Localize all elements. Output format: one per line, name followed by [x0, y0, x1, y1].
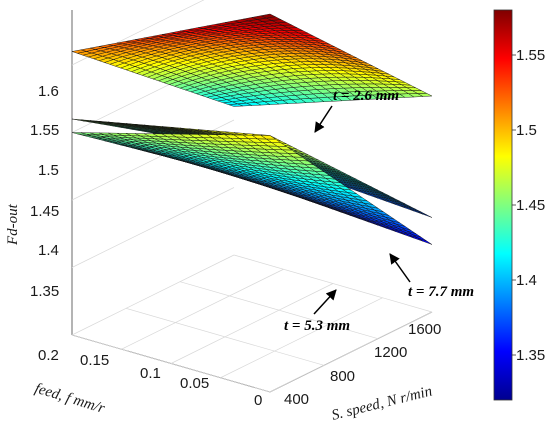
annotations: t = 2.6 mm t = 7.7 mm t = 5.3 mm [284, 88, 474, 334]
z-tick-label: 1.4 [38, 242, 59, 259]
z-tick-label: 1.5 [38, 162, 59, 179]
grid-line [71, 334, 271, 393]
grid-line [71, 254, 235, 336]
surface-patch [260, 135, 277, 140]
x-tick-label: 0.2 [38, 347, 59, 364]
surface-3 [71, 132, 433, 245]
surface-patch [417, 237, 433, 245]
x-tick-label: 0.1 [140, 365, 161, 382]
surface-1 [71, 13, 433, 107]
colorbar-gradient [493, 9, 513, 401]
annotation-label: t = 5.3 mm [284, 318, 350, 334]
grid-line [179, 281, 379, 340]
x-tick-label: 0 [254, 392, 262, 409]
grid-lines [71, 0, 433, 393]
grid-line [121, 268, 284, 350]
colorbar-tick-label: 1.35 [516, 347, 545, 364]
colorbar-tick-label: 1.45 [516, 197, 545, 214]
annotation-arrow [389, 253, 411, 283]
grid-line [233, 254, 433, 313]
y-tick-label: 1600 [408, 321, 441, 338]
surface-patch [260, 13, 277, 19]
x-tick-label: 0.15 [80, 352, 109, 369]
grid-line [220, 297, 383, 379]
grid-line [71, 187, 235, 268]
annotation-label: t = 7.7 mm [408, 284, 474, 300]
y-tick-label: 800 [330, 368, 355, 385]
z-tick-label: 1.6 [38, 83, 59, 100]
x-tick-label: 0.05 [180, 375, 209, 392]
colorbar-tick-label: 1.4 [516, 272, 537, 289]
x-axis-title: feed, f mm/r [33, 381, 107, 417]
annotation-arrow [313, 289, 337, 315]
z-axis-title: Fd-out [5, 203, 21, 246]
annotation-label: t = 2.6 mm [333, 88, 399, 104]
y-tick-label: 1200 [374, 344, 407, 361]
z-tick-label: 1.35 [30, 283, 59, 300]
annotation-arrow [314, 105, 333, 133]
colorbar-tick-label: 1.55 [516, 47, 545, 64]
colorbar-tick-label: 1.5 [516, 122, 537, 139]
grid-line [170, 283, 334, 364]
feed-axis-ticks: 0.2 0.15 0.1 0.05 0 [38, 347, 262, 409]
surfaces [71, 13, 433, 245]
grid-line [269, 311, 433, 393]
z-tick-label: 1.45 [30, 203, 59, 220]
grid-line [125, 307, 325, 366]
z-tick-label: 1.55 [30, 122, 59, 139]
y-axis-title: S. speed, N r/min [330, 383, 434, 423]
y-tick-label: 400 [284, 391, 309, 408]
speed-axis-ticks: 400 800 1200 1600 [284, 321, 441, 408]
z-axis-ticks: 1.6 1.55 1.5 1.45 1.4 1.35 [30, 83, 59, 300]
colorbar: 1.55 1.5 1.45 1.4 1.35 [493, 9, 545, 401]
